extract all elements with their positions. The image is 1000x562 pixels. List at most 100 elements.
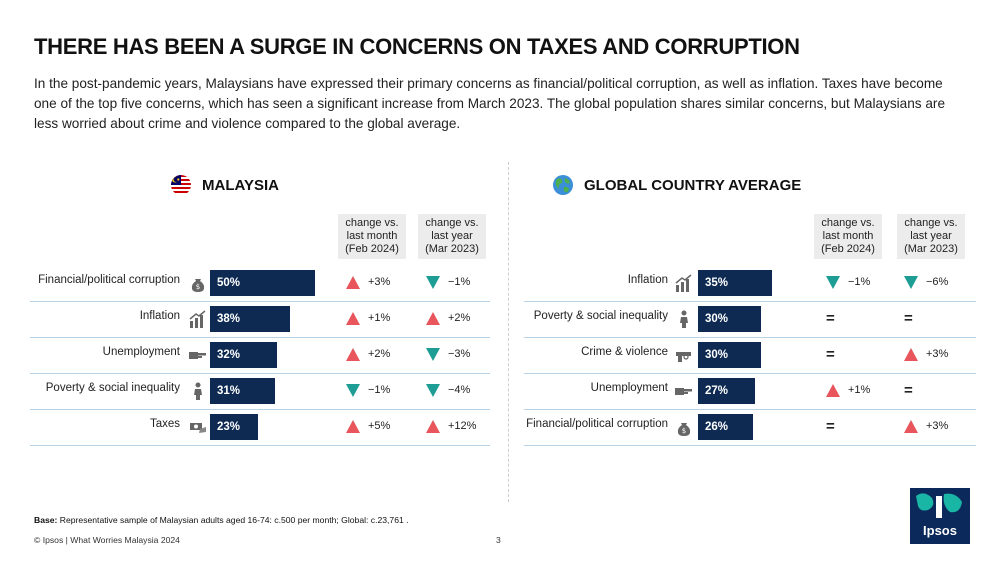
year-change-indicator: +3% [904,342,948,366]
row-divider [30,445,490,446]
page-subtitle: In the post-pandemic years, Malaysians h… [34,76,946,131]
chart-row: Taxes 23% +5% +12% [20,410,490,446]
month-change-indicator: +1% [346,306,390,330]
month-change-value: +5% [368,420,391,432]
base-label: Base: [34,515,58,525]
global-title: GLOBAL COUNTRY AVERAGE [584,176,802,194]
month-change-indicator: +5% [346,414,390,438]
copyright: © Ipsos | What Worries Malaysia 2024 [34,535,180,545]
year-change-indicator: −3% [426,342,470,366]
global-header: GLOBAL COUNTRY AVERAGE [552,174,801,196]
chart-row: Inflation 38% +1% +2% [20,302,490,338]
panel-divider [508,162,509,502]
month-change-indicator: = [826,417,835,435]
month-change-indicator: +1% [826,378,870,402]
month-change-value: −1% [368,384,391,396]
row-divider [524,373,976,374]
row-divider [30,301,490,302]
pointing-hand-icon [675,388,692,395]
chart-row: Unemployment 32% +2% −3% [20,338,490,374]
row-divider [30,373,490,374]
svg-text:$: $ [682,427,686,435]
page-title: THERE HAS BEEN A SURGE IN CONCERNS ON TA… [34,34,800,59]
chart-row: Inflation 35% −1% −6% [514,266,984,302]
base-note: Base: Representative sample of Malaysian… [34,515,409,525]
month-change-value: +2% [368,348,391,360]
category-label: Taxes [149,418,180,430]
row-divider [30,337,490,338]
person-icon [680,310,688,328]
month-change-value: +1% [368,312,391,324]
year-change-value: −1% [448,276,471,288]
category-label: Crime & violence [581,346,668,358]
year-change-indicator: +12% [426,414,476,438]
value-bar: 23% [210,414,259,440]
rising-chart-icon [675,274,692,292]
value-bar: 50% [210,270,315,296]
category-label: Unemployment [590,382,668,394]
row-divider [524,445,976,446]
chart-row: Poverty & social inequality 31% −1% −4% [20,374,490,410]
value-bar: 35% [698,270,772,296]
value-bar: 30% [698,306,761,332]
month-change-value: −1% [848,276,871,288]
chart-row: Unemployment 27% +1% = [514,374,984,410]
rising-chart-icon [189,310,206,328]
year-change-indicator: +3% [904,414,948,438]
year-change-value: +3% [926,348,949,360]
year-change-value: −4% [448,384,471,396]
ipsos-logo: Ipsos [910,488,970,544]
month-change-indicator: = [826,345,835,363]
year-change-indicator: = [904,309,913,327]
year-change-value: +2% [448,312,471,324]
logo-mark-icon [912,490,968,524]
row-divider [524,337,976,338]
month-change-value: +1% [848,384,871,396]
chart-row: Financial/political corruption $50% +3% −1% [20,266,490,302]
malaysia-header: MALAYSIA [170,174,279,196]
row-divider [30,409,490,410]
year-change-header: change vs. last year (Mar 2023) [418,214,486,259]
category-label: Financial/political corruption [38,274,180,286]
pointing-hand-icon [189,352,206,359]
logo-text: Ipsos [923,523,957,538]
svg-text:$: $ [196,283,200,291]
category-label: Inflation [139,310,180,322]
malaysia-panel: MALAYSIA change vs. last month (Feb 2024… [20,170,490,450]
base-text: Representative sample of Malaysian adult… [57,515,409,525]
category-label: Financial/political corruption [526,418,668,430]
money-bag-icon: $ [677,423,691,436]
year-change-indicator: −4% [426,378,470,402]
year-change-header: change vs. last year (Mar 2023) [897,214,965,259]
year-change-indicator: −1% [426,270,470,294]
global-panel: GLOBAL COUNTRY AVERAGE change vs. last m… [514,170,984,450]
value-bar: 26% [698,414,753,440]
month-change-indicator: −1% [346,378,390,402]
row-divider [524,301,976,302]
category-label: Inflation [627,274,668,286]
year-change-value: −6% [926,276,949,288]
chart-row: Financial/political corruption $26% = +3% [514,410,984,446]
year-change-indicator: +2% [426,306,470,330]
globe-icon [553,175,573,195]
category-label: Poverty & social inequality [533,310,668,322]
value-bar: 32% [210,342,278,368]
chart-row: Crime & violence 30% = +3% [514,338,984,374]
money-bag-icon: $ [191,279,205,292]
category-label: Unemployment [102,346,180,358]
month-change-indicator: = [826,309,835,327]
malaysia-flag-icon [171,175,191,195]
value-bar: 30% [698,342,761,368]
gun-icon [676,352,691,362]
month-change-header: change vs. last month (Feb 2024) [814,214,882,259]
year-change-value: +3% [926,420,949,432]
value-bar: 27% [698,378,755,404]
page-number: 3 [496,535,501,545]
month-change-header: change vs. last month (Feb 2024) [338,214,406,259]
year-change-indicator: −6% [904,270,948,294]
month-change-indicator: −1% [826,270,870,294]
value-bar: 38% [210,306,290,332]
month-change-indicator: +2% [346,342,390,366]
month-change-indicator: +3% [346,270,390,294]
row-divider [524,409,976,410]
